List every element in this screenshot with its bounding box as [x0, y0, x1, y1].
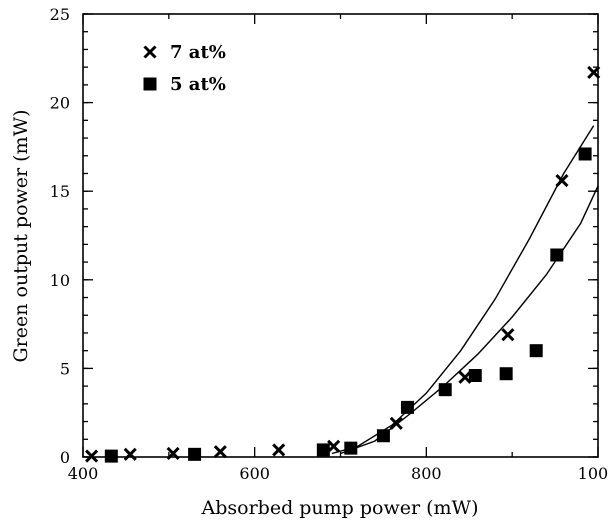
point-5-at	[468, 368, 482, 382]
y-tick-label-20: 20	[50, 94, 70, 113]
point-7-at	[587, 65, 601, 80]
point-5-at	[578, 147, 592, 161]
axis-ticks	[82, 13, 599, 458]
point-5-at	[316, 443, 330, 457]
legend-label-5-at: 5 at%	[170, 74, 226, 95]
point-7-at	[272, 443, 286, 457]
legend-marker-square	[143, 77, 157, 91]
point-7-at	[213, 445, 227, 459]
point-7-at	[123, 447, 137, 461]
point-5-at	[438, 383, 452, 397]
legend: 7 at% 5 at%	[143, 42, 226, 95]
legend-marker-5-at	[143, 77, 157, 91]
fit-curve-5-at	[340, 185, 599, 455]
y-tick-label-5: 5	[60, 359, 70, 378]
data-points	[85, 65, 601, 463]
legend-label-7-at: 7 at%	[170, 42, 226, 63]
fit-curve-7-at	[331, 125, 595, 455]
point-5-at	[188, 447, 202, 461]
point-7-at	[166, 446, 180, 461]
x-tick-label-600: 600	[239, 464, 270, 483]
point-5-at	[529, 344, 543, 358]
point-7-at	[458, 370, 472, 384]
x-tick-label-800: 800	[411, 464, 442, 483]
y-tick-label-0: 0	[60, 448, 70, 467]
point-5-at	[499, 367, 513, 381]
point-7-at	[501, 328, 515, 342]
x-tick-label-400: 400	[68, 464, 99, 483]
legend-marker-7-at	[143, 45, 157, 59]
legend-marker-cross	[143, 45, 157, 59]
point-7-at	[389, 416, 403, 430]
y-axis-title: Green output power (mW)	[10, 109, 32, 362]
point-5-at	[376, 429, 390, 443]
x-axis-title: Absorbed pump power (mW)	[201, 497, 479, 519]
point-7-at	[327, 439, 341, 453]
point-5-at	[550, 248, 564, 262]
y-tick-label-25: 25	[50, 5, 70, 24]
point-5-at	[400, 400, 414, 414]
point-7-at	[555, 174, 569, 188]
y-tick-label-10: 10	[50, 271, 70, 290]
point-7-at	[85, 449, 99, 463]
y-tick-label-15: 15	[50, 182, 70, 201]
plot-frame	[82, 13, 599, 458]
point-5-at	[104, 449, 118, 463]
point-5-at	[344, 441, 358, 455]
